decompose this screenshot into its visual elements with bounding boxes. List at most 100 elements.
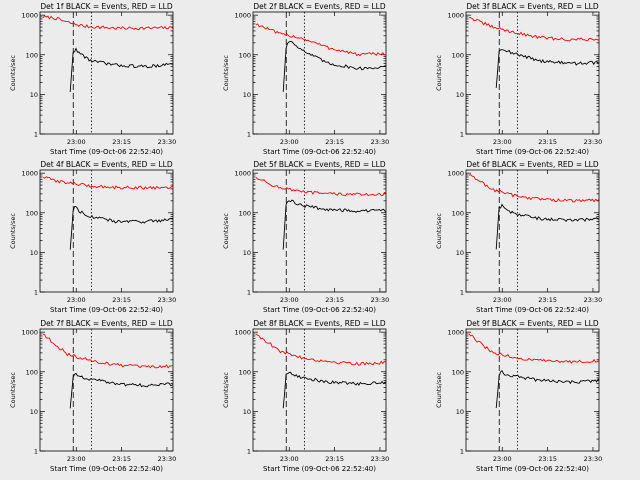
series-line-events [69, 206, 173, 250]
series-line-lld [255, 177, 386, 197]
x-tick-label: 23:30 [371, 455, 390, 463]
y-tick-label: 1000 [234, 329, 251, 337]
plot-data [468, 170, 599, 292]
chart-title: Det 4f BLACK = Events, RED = LLD [40, 160, 173, 169]
y-tick-label: 1 [34, 289, 38, 297]
series-line-lld [468, 17, 599, 42]
y-tick-label: 100 [239, 209, 251, 217]
y-tick-label: 1000 [21, 329, 38, 337]
y-axis-label: Counts/sec [222, 213, 230, 249]
y-axis-label: Counts/sec [435, 213, 443, 249]
y-tick-label: 1 [247, 289, 251, 297]
y-tick-label: 10 [456, 91, 464, 99]
chart-title: Det 7f BLACK = Events, RED = LLD [40, 319, 173, 328]
series-line-events [69, 372, 173, 409]
plot-data [468, 329, 599, 451]
y-tick-label: 1000 [447, 12, 464, 20]
x-tick-label: 23:00 [280, 138, 299, 146]
chart-panel-3: Det 3f BLACK = Events, RED = LLD Start Ti… [435, 2, 603, 156]
x-tick-label: 23:15 [325, 296, 344, 304]
plot-data [255, 12, 386, 134]
y-tick-label: 100 [452, 368, 464, 376]
series-line-events [282, 371, 386, 409]
chart-title: Det 6f BLACK = Events, RED = LLD [466, 160, 599, 169]
plot-data [468, 12, 599, 134]
x-axis-label: Start Time (09-Oct-06 22:52:40) [263, 148, 376, 156]
series-line-lld [42, 176, 173, 190]
plot-area [252, 169, 387, 293]
plot-area [465, 11, 600, 135]
y-tick-label: 10 [30, 249, 38, 257]
x-tick-label: 23:30 [158, 455, 177, 463]
y-tick-label: 1 [247, 131, 251, 139]
chart-panel-4: Det 4f BLACK = Events, RED = LLD Start Ti… [9, 160, 177, 314]
series-line-events [495, 369, 599, 409]
x-tick-label: 23:00 [67, 455, 86, 463]
chart-title: Det 3f BLACK = Events, RED = LLD [466, 2, 599, 11]
x-tick-label: 23:00 [67, 138, 86, 146]
x-axis-label: Start Time (09-Oct-06 22:52:40) [476, 148, 589, 156]
y-axis-label: Counts/sec [435, 55, 443, 91]
x-tick-label: 23:15 [538, 138, 557, 146]
chart-panel-1: Det 1f BLACK = Events, RED = LLD Start Ti… [9, 2, 177, 156]
x-tick-label: 23:30 [158, 138, 177, 146]
x-tick-label: 23:00 [493, 455, 512, 463]
x-axis-label: Start Time (09-Oct-06 22:52:40) [50, 465, 163, 473]
chart-title: Det 9f BLACK = Events, RED = LLD [466, 319, 599, 328]
y-tick-label: 10 [456, 249, 464, 257]
x-axis-label: Start Time (09-Oct-06 22:52:40) [476, 465, 589, 473]
series-line-events [282, 40, 386, 92]
plot-area [465, 169, 600, 293]
y-tick-label: 1000 [447, 329, 464, 337]
y-tick-label: 100 [452, 209, 464, 217]
chart-panel-9: Det 9f BLACK = Events, RED = LLD Start Ti… [435, 319, 603, 473]
y-tick-label: 1000 [21, 170, 38, 178]
x-tick-label: 23:00 [493, 138, 512, 146]
x-tick-label: 23:15 [325, 138, 344, 146]
y-tick-label: 1000 [21, 12, 38, 20]
x-axis-label: Start Time (09-Oct-06 22:52:40) [50, 148, 163, 156]
x-axis-label: Start Time (09-Oct-06 22:52:40) [263, 465, 376, 473]
y-tick-label: 1 [34, 448, 38, 456]
plot-area [39, 169, 174, 293]
series-line-events [495, 203, 599, 250]
plot-data [42, 12, 173, 134]
y-tick-label: 100 [26, 368, 38, 376]
x-tick-label: 23:15 [325, 455, 344, 463]
chart-title: Det 8f BLACK = Events, RED = LLD [253, 319, 386, 328]
x-tick-label: 23:00 [67, 296, 86, 304]
series-line-lld [468, 333, 599, 364]
y-axis-label: Counts/sec [222, 55, 230, 91]
x-tick-label: 23:30 [584, 296, 603, 304]
y-axis-label: Counts/sec [9, 55, 17, 91]
x-tick-label: 23:30 [158, 296, 177, 304]
series-line-lld [255, 333, 386, 366]
plot-data [255, 329, 386, 451]
y-axis-label: Counts/sec [435, 372, 443, 408]
series-line-lld [468, 174, 599, 203]
x-tick-label: 23:30 [371, 296, 390, 304]
y-tick-label: 1 [460, 131, 464, 139]
y-tick-label: 10 [30, 408, 38, 416]
y-tick-label: 100 [239, 368, 251, 376]
plot-area [252, 328, 387, 452]
y-tick-label: 10 [30, 91, 38, 99]
x-tick-label: 23:30 [584, 138, 603, 146]
x-tick-label: 23:00 [493, 296, 512, 304]
x-tick-label: 23:15 [538, 296, 557, 304]
x-tick-label: 23:30 [584, 455, 603, 463]
y-tick-label: 1 [247, 448, 251, 456]
plot-area [465, 328, 600, 452]
y-tick-label: 1 [34, 131, 38, 139]
series-line-events [69, 47, 173, 93]
series-line-lld [255, 23, 386, 57]
y-tick-label: 1 [460, 448, 464, 456]
plot-area [252, 11, 387, 135]
y-axis-label: Counts/sec [9, 213, 17, 249]
series-line-lld [42, 333, 173, 369]
series-line-events [495, 49, 599, 88]
chart-panel-5: Det 5f BLACK = Events, RED = LLD Start Ti… [222, 160, 390, 314]
y-tick-label: 100 [239, 51, 251, 59]
y-tick-label: 1000 [234, 170, 251, 178]
